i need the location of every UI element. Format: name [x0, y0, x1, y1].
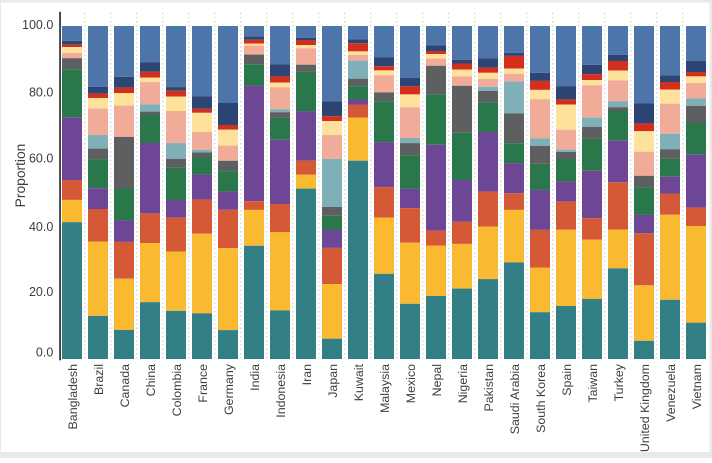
svg-text:0.0: 0.0	[36, 345, 53, 359]
svg-text:Proportion: Proportion	[13, 144, 28, 208]
svg-text:Saudi Arabia: Saudi Arabia	[508, 364, 522, 434]
svg-text:Nepal: Nepal	[430, 364, 444, 396]
svg-text:80.0: 80.0	[29, 85, 53, 99]
svg-text:100.0: 100.0	[22, 18, 53, 32]
svg-text:Taiwan: Taiwan	[586, 364, 600, 403]
svg-text:Bangladesh: Bangladesh	[66, 364, 80, 430]
svg-text:France: France	[196, 364, 210, 403]
svg-text:United Kingdom: United Kingdom	[638, 364, 652, 452]
svg-text:Iran: Iran	[300, 364, 314, 385]
svg-text:Nigeria: Nigeria	[456, 364, 470, 403]
svg-text:Japan: Japan	[326, 364, 340, 398]
svg-text:Turkey: Turkey	[612, 363, 626, 401]
svg-text:India: India	[248, 364, 262, 391]
svg-text:Kuwait: Kuwait	[352, 363, 366, 401]
svg-text:Indonesia: Indonesia	[274, 364, 288, 418]
svg-text:40.0: 40.0	[29, 220, 53, 234]
svg-text:China: China	[144, 364, 158, 396]
svg-text:Pakistan: Pakistan	[482, 364, 496, 412]
svg-text:Venezuela: Venezuela	[664, 364, 678, 422]
svg-text:Brazil: Brazil	[92, 364, 106, 395]
svg-text:Malaysia: Malaysia	[378, 364, 392, 413]
svg-text:Colombia: Colombia	[170, 364, 184, 416]
svg-text:Mexico: Mexico	[404, 364, 418, 403]
svg-text:Germany: Germany	[222, 363, 236, 415]
svg-text:Spain: Spain	[560, 364, 574, 396]
svg-text:South Korea: South Korea	[534, 364, 548, 433]
svg-text:Vietnam: Vietnam	[690, 364, 704, 409]
svg-text:Canada: Canada	[118, 364, 132, 408]
svg-text:60.0: 60.0	[29, 152, 53, 166]
svg-text:20.0: 20.0	[29, 285, 53, 299]
